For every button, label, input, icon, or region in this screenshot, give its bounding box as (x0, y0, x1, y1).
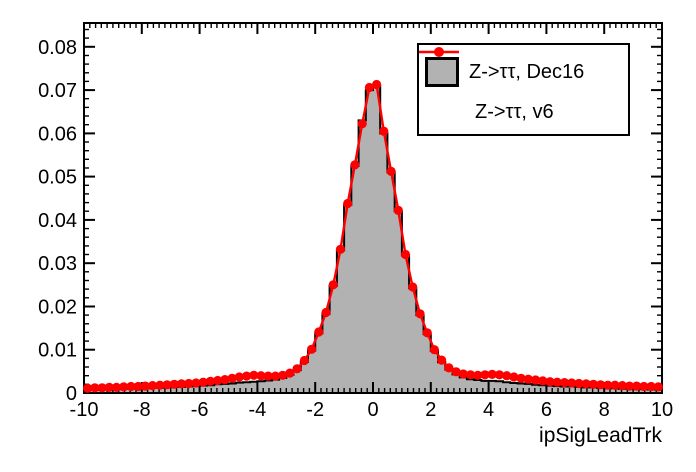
x-axis-tick-label: -8 (133, 399, 151, 421)
legend-entry-dec16: Z->ττ, Dec16 (425, 56, 622, 87)
x-axis-tick-label: -6 (191, 399, 209, 421)
y-axis-tick-label: 0 (66, 383, 77, 405)
legend-label-dec16: Z->ττ, Dec16 (469, 60, 585, 83)
y-axis-tick-label: 0.03 (38, 253, 77, 275)
y-axis-tick-label: 0.07 (38, 80, 77, 102)
legend: Z->ττ, Dec16 Z->ττ, v6 (417, 43, 630, 136)
graph-markers-v6 (83, 79, 664, 393)
x-axis-tick-label: 10 (651, 399, 673, 421)
y-axis-tick-label: 0.04 (38, 210, 77, 232)
x-axis-tick-label: -2 (306, 399, 324, 421)
legend-label-v6: Z->ττ, v6 (475, 101, 554, 124)
x-axis-tick-label: 4 (483, 399, 494, 421)
legend-swatch-histogram (425, 56, 459, 87)
histogram-fill-dec16 (84, 85, 662, 393)
legend-entry-v6: Z->ττ, v6 (419, 47, 622, 124)
y-axis-tick-label: 0.08 (38, 37, 77, 59)
x-axis-tick-label: 8 (599, 399, 610, 421)
y-axis-tick-label: 0.01 (38, 340, 77, 362)
x-axis-tick-label: -10 (70, 399, 99, 421)
x-axis-tick-label: 2 (425, 399, 436, 421)
x-axis-tick-label: -4 (249, 399, 267, 421)
y-axis-tick-label: 0.06 (38, 123, 77, 145)
x-axis-tick-label: 0 (367, 399, 378, 421)
y-axis-tick-label: 0.05 (38, 167, 77, 189)
y-axis-tick-label: 0.02 (38, 297, 77, 319)
x-axis-title: ipSigLeadTrk (539, 424, 662, 447)
x-axis-tick-label: 6 (541, 399, 552, 421)
legend-marker-graph (419, 47, 465, 119)
